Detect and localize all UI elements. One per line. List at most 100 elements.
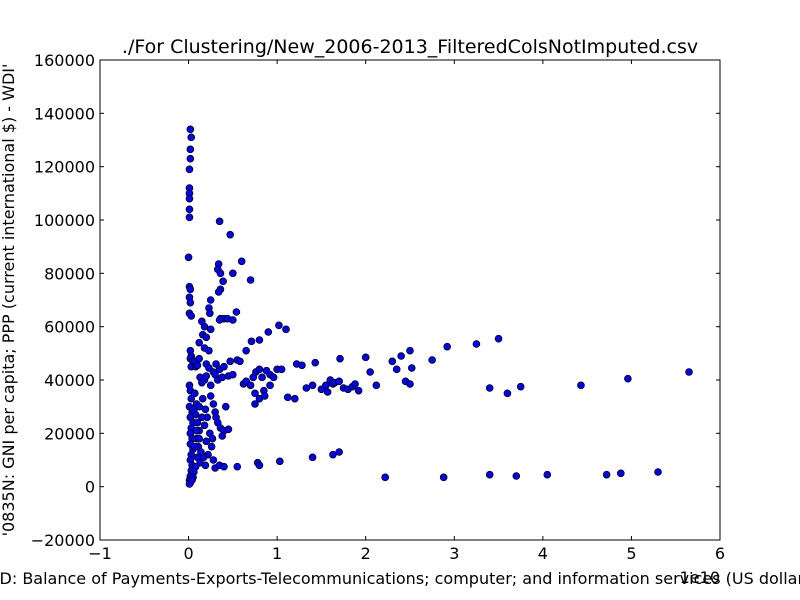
data-point [282,325,290,334]
x-tick-label: 4 [538,544,548,563]
data-point [351,380,359,388]
data-point [443,342,452,351]
data-point [195,338,204,347]
data-point [361,353,370,362]
x-tick-label: 6 [715,544,725,563]
data-point [246,381,255,390]
data-point [247,337,256,346]
data-point [208,434,217,443]
data-point [192,426,201,435]
data-point [221,402,230,411]
data-point [186,285,195,294]
data-point [685,368,693,376]
data-point [323,388,332,396]
data-point [186,145,195,154]
data-point [406,380,414,388]
data-point [512,472,521,480]
x-tick-label: −1 [88,544,112,563]
x-axis-label: 'BX.GSR.CCIS.CD: Balance of Payments-Exp… [0,569,800,588]
data-point [397,352,405,360]
data-point [255,365,264,374]
data-point [202,437,211,446]
data-point [266,381,274,390]
data-point [372,381,381,390]
data-point [439,473,448,482]
data-point [366,368,374,376]
data-point [224,425,233,434]
data-point [207,442,216,451]
data-point [577,381,585,390]
data-point [185,213,194,222]
data-point [215,316,224,324]
data-point [308,453,317,462]
data-point [201,461,210,470]
data-point [388,357,397,366]
x-tick-label: 3 [449,544,459,563]
y-axis-label: '0835N: GNI per capita; PPP (current int… [0,64,18,537]
data-point [258,373,266,382]
data-point [275,457,284,466]
data-point [246,276,255,284]
x-tick-label: 0 [183,544,193,563]
data-point [185,205,194,214]
data-point [190,405,198,414]
y-tick-label: 60000 [44,318,95,337]
data-point [428,356,436,364]
data-point [485,384,494,392]
data-point [485,470,494,479]
y-tick-label: 0 [85,478,95,497]
data-point [193,361,202,370]
points-group [184,125,693,488]
data-point [206,381,215,390]
data-point [187,394,196,403]
data-point [209,456,218,464]
data-point [186,154,195,163]
data-point [229,370,237,379]
data-point [184,253,193,262]
data-point [195,434,204,443]
data-point [212,360,220,368]
data-point [200,322,209,331]
data-point [381,473,390,482]
data-point [201,405,210,414]
data-point [200,421,209,430]
data-point [543,470,552,479]
data-point [269,373,278,382]
data-point [264,328,273,336]
data-point [202,372,211,380]
data-point [199,453,208,462]
data-point [209,400,218,408]
data-point [229,269,237,278]
x-tick-label: 1 [272,544,282,563]
data-point [251,400,259,408]
data-point [291,394,299,403]
data-point [472,340,481,348]
data-point [190,389,199,398]
data-point [251,389,259,398]
data-point [206,296,215,304]
data-point [392,365,401,374]
data-point [406,346,414,355]
y-tick-label: 160000 [34,51,95,70]
data-point [205,346,213,355]
data-point [219,277,227,286]
data-point [187,133,196,142]
x-tick-label: 5 [626,544,636,563]
data-point [277,365,286,374]
data-point [503,389,512,398]
data-point [407,364,416,372]
ticks-group: −1 0 1 2 3 4 5 6 −20000 0 20000 40000 60000 80000 1000… [31,51,725,563]
y-tick-label: 120000 [34,158,95,177]
data-point [255,336,264,344]
data-point [354,386,363,395]
data-point [218,432,227,440]
data-point [215,217,224,226]
data-point [198,394,207,403]
data-point [237,257,246,266]
x-tick-label: 2 [361,544,371,563]
data-point [212,413,220,422]
data-point [233,462,242,471]
data-point [195,354,204,363]
data-point [229,316,237,324]
